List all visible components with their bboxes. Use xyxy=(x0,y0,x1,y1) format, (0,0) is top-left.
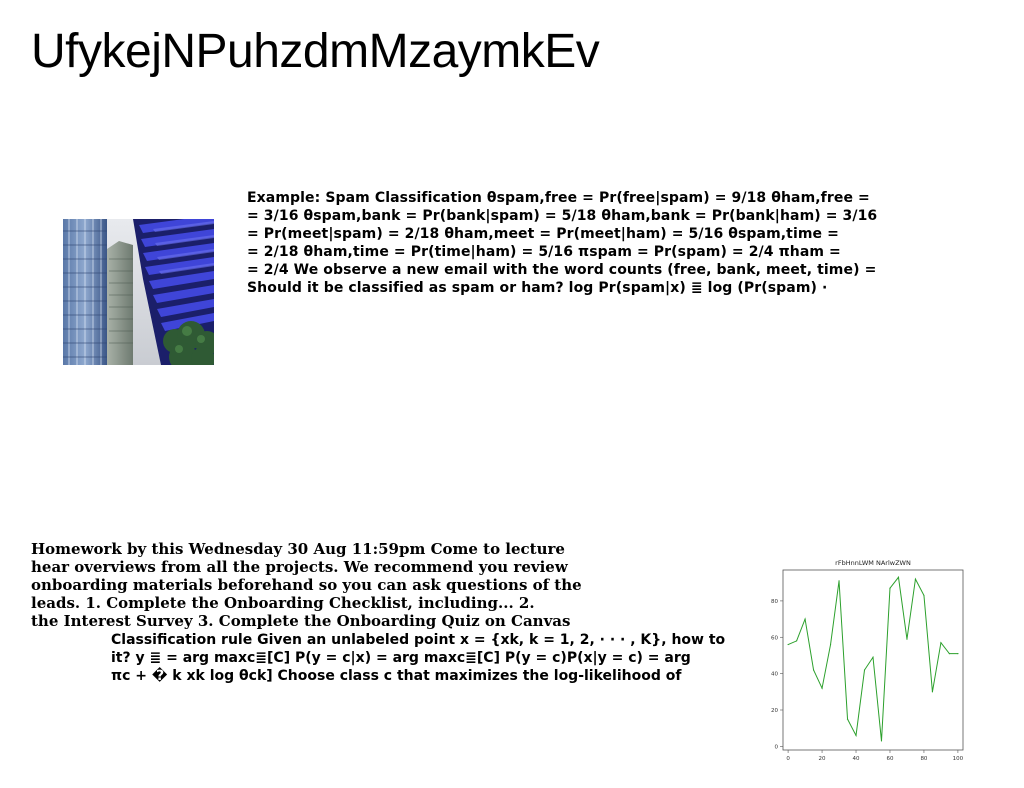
y-tick-label: 40 xyxy=(771,672,778,678)
data-point xyxy=(914,578,917,580)
data-point xyxy=(889,587,891,589)
x-tick-label: 60 xyxy=(886,756,893,762)
data-point xyxy=(957,653,959,655)
data-point xyxy=(846,718,849,720)
y-tick-label: 20 xyxy=(771,708,778,714)
homework-notice: Homework by this Wednesday 30 Aug 11:59p… xyxy=(31,540,582,629)
y-tick-label: 60 xyxy=(771,635,778,641)
data-point xyxy=(906,638,908,640)
data-point xyxy=(948,653,951,655)
x-tick-label: 20 xyxy=(819,756,826,762)
chart-title: rFbHnnLWM NArlwZWN xyxy=(835,559,911,567)
page-title: UfykejNPuhzdmMzaymkEv xyxy=(31,25,600,78)
data-point xyxy=(897,576,900,578)
data-point xyxy=(855,734,857,737)
data-point xyxy=(923,594,925,597)
data-point xyxy=(880,740,883,742)
data-point xyxy=(872,656,874,658)
x-tick-label: 40 xyxy=(853,756,860,762)
data-point xyxy=(812,669,815,671)
data-point xyxy=(829,643,832,646)
y-tick-label: 0 xyxy=(775,744,779,750)
spam-classification-example: Example: Spam Classification θspam,free … xyxy=(247,190,878,296)
y-tick-label: 80 xyxy=(771,599,778,605)
x-tick-label: 0 xyxy=(786,756,790,762)
building-photo-icon xyxy=(63,219,214,365)
data-point xyxy=(804,618,806,620)
data-point xyxy=(838,580,840,582)
data-point xyxy=(795,640,798,642)
data-point xyxy=(863,669,866,671)
data-point xyxy=(940,642,942,644)
line-chart: rFbHnnLWM NArlwZWN 0 20 40 60 80 100 0 20 40 60 8… xyxy=(760,555,970,765)
data-point xyxy=(821,687,823,689)
data-point xyxy=(931,691,934,693)
data-point xyxy=(787,643,789,646)
classification-rule: Classification rule Given an unlabeled p… xyxy=(111,631,751,685)
x-tick-label: 100 xyxy=(953,756,964,762)
x-tick-label: 80 xyxy=(920,756,927,762)
